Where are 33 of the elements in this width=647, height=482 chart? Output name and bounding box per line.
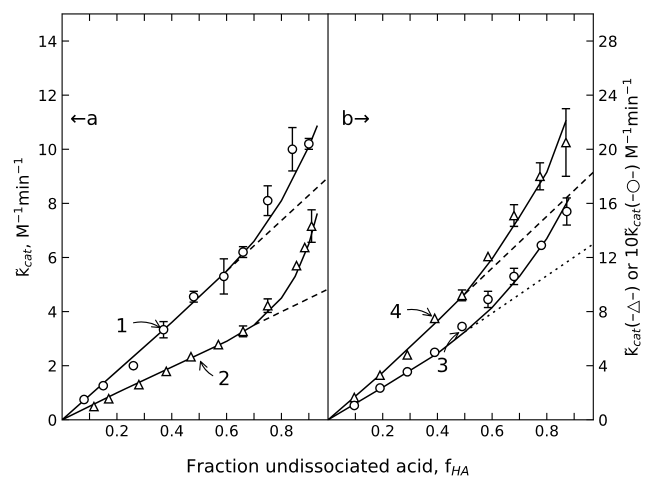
- x-tick-label: 0.2: [106, 424, 128, 437]
- x-tick-label: 0.6: [215, 424, 238, 437]
- annotation: 3: [438, 358, 448, 372]
- y-tick-label: 16: [600, 198, 617, 210]
- y-tick-label: 20: [599, 144, 617, 156]
- y-tick-label: 6: [48, 252, 56, 264]
- y-tick-label: 0: [599, 414, 607, 426]
- annotation: 4: [390, 304, 401, 318]
- y-tick-label: 12: [39, 90, 56, 101]
- x-tick-label: 0.8: [536, 424, 558, 437]
- x-tick-label: 0.6: [480, 424, 504, 437]
- y-tick-label: 14: [39, 36, 56, 47]
- annotation: 1: [118, 318, 126, 332]
- y-tick-label: 0: [48, 414, 56, 426]
- x-axis-title: Fraction undissociated acid, f$_{HA}$: [188, 458, 469, 476]
- y-tick-label: 12: [600, 252, 616, 264]
- y-tick-label: 28: [599, 36, 617, 48]
- annotation: ←a: [71, 114, 97, 126]
- y-axis-title: k̃$_{cat}$, M$^{−1}$min$^{−1}$: [14, 158, 32, 276]
- y-tick-label: 8: [48, 198, 56, 210]
- y-axis-title: k̃$_{cat}$(–△–) or 10k̃$_{cat}$(–○–) M$^{−1}$min$^{−1}$: [622, 78, 640, 355]
- annotation: 2: [219, 370, 228, 386]
- x-tick-label: 0.8: [270, 424, 293, 437]
- y-tick-label: 2: [48, 360, 56, 372]
- y-tick-label: 8: [599, 306, 607, 318]
- y-tick-label: 4: [48, 306, 56, 318]
- x-tick-label: 0.2: [372, 424, 394, 437]
- y-tick-label: 4: [598, 360, 608, 372]
- y-tick-label: 24: [599, 90, 617, 101]
- x-tick-label: 0.4: [160, 424, 184, 437]
- y-tick-label: 10: [39, 144, 56, 156]
- x-tick-label: 0.4: [426, 424, 449, 437]
- annotation: b→: [343, 110, 369, 126]
